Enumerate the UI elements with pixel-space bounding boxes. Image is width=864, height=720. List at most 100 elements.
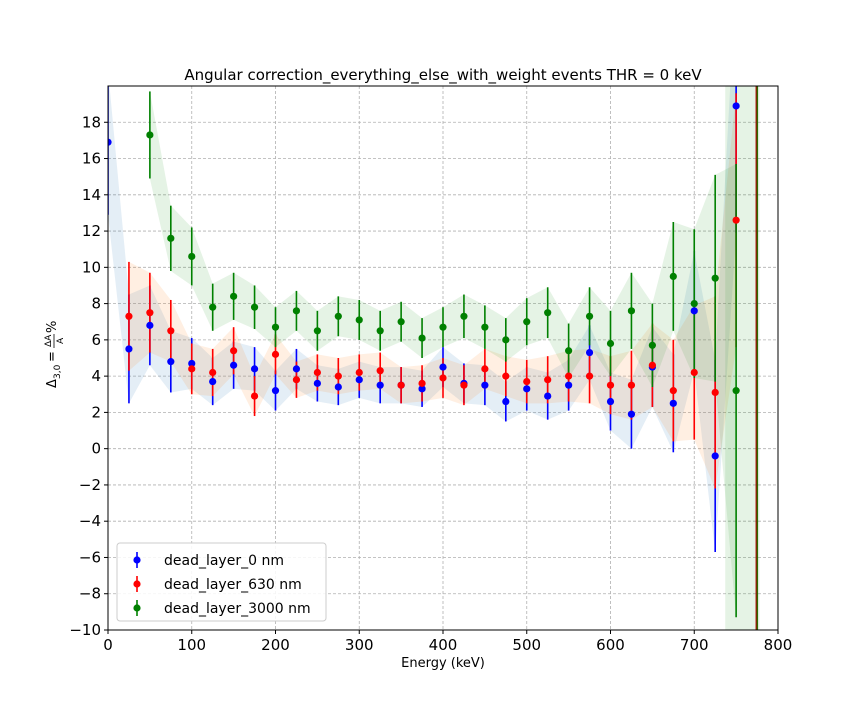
error-band-series-2 bbox=[149, 91, 737, 618]
y-label-eq: = bbox=[45, 351, 60, 362]
data-point-series-0 bbox=[606, 397, 615, 406]
data-point-series-1 bbox=[355, 368, 363, 377]
data-point-series-1 bbox=[292, 376, 301, 384]
data-point-series-1 bbox=[460, 381, 468, 389]
data-point-series-2 bbox=[669, 272, 677, 280]
data-point-series-1 bbox=[585, 372, 594, 380]
data-point-series-1 bbox=[544, 376, 552, 384]
chart-title: Angular correction_everything_else_with_… bbox=[184, 66, 702, 85]
data-point-series-0 bbox=[481, 381, 489, 389]
y-tick-label: 2 bbox=[91, 403, 101, 421]
data-point-series-2 bbox=[230, 292, 238, 300]
x-tick-label: 700 bbox=[680, 636, 709, 654]
data-point-series-2 bbox=[711, 274, 719, 282]
data-point-series-2 bbox=[188, 252, 196, 261]
y-tick-label: 14 bbox=[82, 186, 101, 204]
y-tick-label: 0 bbox=[91, 440, 101, 458]
data-point-series-1 bbox=[188, 365, 196, 373]
y-tick-label: −10 bbox=[69, 621, 101, 639]
data-point-series-2 bbox=[209, 303, 217, 311]
data-point-series-2 bbox=[167, 234, 175, 242]
data-point-series-0 bbox=[230, 361, 238, 369]
data-point-series-0 bbox=[711, 452, 719, 460]
data-point-series-1 bbox=[565, 372, 573, 380]
data-point-series-2 bbox=[502, 336, 510, 344]
y-label-num: ΔA bbox=[44, 334, 54, 347]
data-point-series-1 bbox=[250, 392, 259, 400]
data-point-series-1 bbox=[209, 368, 217, 377]
data-point-series-2 bbox=[418, 334, 426, 342]
legend-entry: dead_layer_3000 nm bbox=[164, 601, 311, 617]
data-point-series-2 bbox=[271, 323, 280, 331]
legend-entry: dead_layer_0 nm bbox=[164, 553, 284, 569]
data-point-series-0 bbox=[108, 138, 112, 146]
data-point-series-0 bbox=[376, 381, 384, 389]
x-tick-label: 800 bbox=[764, 636, 793, 654]
error-band-series-1 bbox=[128, 93, 737, 489]
data-point-series-1 bbox=[648, 361, 656, 369]
legend-marker bbox=[133, 604, 141, 612]
data-point-series-0 bbox=[146, 321, 154, 329]
x-tick-label: 600 bbox=[596, 636, 625, 654]
legend-entry: dead_layer_630 nm bbox=[164, 577, 302, 593]
data-point-series-1 bbox=[711, 388, 719, 397]
data-point-series-1 bbox=[376, 367, 384, 375]
data-point-series-1 bbox=[397, 381, 405, 389]
data-point-series-0 bbox=[271, 387, 280, 395]
y-axis-label: Δ 3,0 = ΔA A % bbox=[44, 321, 66, 388]
x-tick-label: 0 bbox=[103, 636, 113, 654]
data-point-series-1 bbox=[669, 387, 677, 395]
y-tick-label: 16 bbox=[82, 150, 101, 168]
x-tick-label: 200 bbox=[261, 636, 290, 654]
x-axis-ticks: 0 100 200 300 400 500 600 700 800 bbox=[103, 630, 792, 654]
y-tick-label: −8 bbox=[79, 585, 101, 603]
error-bands bbox=[108, 86, 760, 630]
grid-lines bbox=[107, 86, 779, 631]
data-point-series-1 bbox=[334, 372, 342, 380]
data-point-series-1 bbox=[606, 381, 615, 389]
data-point-series-1 bbox=[230, 347, 238, 355]
data-point-series-0 bbox=[167, 358, 175, 366]
y-label-den: A bbox=[56, 337, 66, 344]
legend: dead_layer_0 nm dead_layer_630 nm dead_lay… bbox=[116, 542, 327, 622]
x-tick-label: 100 bbox=[177, 636, 206, 654]
data-point-series-0 bbox=[732, 102, 740, 110]
y-label-suffix: % bbox=[45, 321, 60, 333]
data-point-series-0 bbox=[334, 383, 342, 391]
data-point-series-1 bbox=[125, 312, 133, 320]
y-axis-ticks: −10 −8 −6 −4 −2 0 2 4 6 8 10 12 14 16 18 bbox=[69, 113, 108, 639]
data-point-series-0 bbox=[565, 381, 573, 389]
data-point-series-2 bbox=[585, 312, 594, 320]
data-point-series-2 bbox=[397, 318, 405, 326]
data-point-series-1 bbox=[481, 365, 489, 373]
data-point-series-1 bbox=[271, 350, 280, 358]
data-point-series-0 bbox=[292, 365, 301, 373]
data-point-series-0 bbox=[439, 363, 447, 371]
data-point-series-2 bbox=[565, 347, 573, 355]
data-points bbox=[108, 102, 740, 460]
error-band-edge bbox=[725, 86, 760, 630]
data-point-series-2 bbox=[523, 318, 531, 326]
x-tick-label: 500 bbox=[512, 636, 541, 654]
y-tick-label: −2 bbox=[79, 476, 101, 494]
data-point-series-0 bbox=[585, 348, 594, 357]
x-axis-label: Energy (keV) bbox=[401, 656, 485, 671]
data-point-series-2 bbox=[648, 341, 656, 349]
data-point-series-2 bbox=[460, 312, 468, 320]
data-point-series-1 bbox=[439, 374, 447, 382]
data-point-series-0 bbox=[544, 392, 552, 400]
data-point-series-1 bbox=[732, 216, 740, 224]
data-point-series-0 bbox=[690, 307, 698, 315]
data-point-series-0 bbox=[125, 345, 133, 353]
x-tick-label: 400 bbox=[429, 636, 458, 654]
data-point-series-1 bbox=[690, 368, 698, 377]
data-point-series-0 bbox=[523, 385, 531, 393]
data-point-series-2 bbox=[334, 312, 342, 320]
legend-marker bbox=[133, 580, 141, 588]
data-point-series-1 bbox=[523, 377, 531, 386]
data-point-series-2 bbox=[250, 303, 259, 311]
data-point-series-2 bbox=[606, 339, 615, 348]
data-point-series-0 bbox=[250, 365, 259, 373]
y-label-sub: 3,0 bbox=[53, 364, 63, 379]
